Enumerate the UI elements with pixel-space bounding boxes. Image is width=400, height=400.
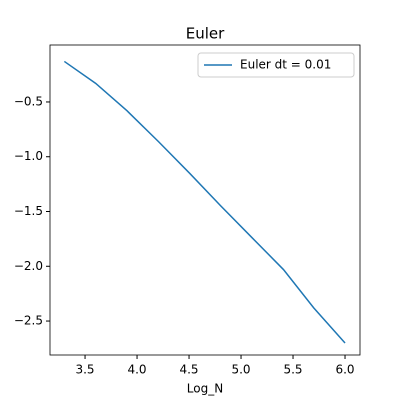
legend-box [197, 52, 355, 78]
x-tick-label: 6.0 [335, 363, 354, 377]
x-tick-label: 5.5 [283, 363, 302, 377]
x-tick-label: 4.0 [127, 363, 146, 377]
y-tick-label: −2.0 [14, 259, 43, 273]
y-tick-label: −2.5 [14, 314, 43, 328]
y-tick-label: −1.0 [14, 149, 43, 163]
y-tick-label: −0.5 [14, 94, 43, 108]
line-series [63, 60, 346, 344]
plot-frame [49, 44, 361, 356]
legend-label: Euler dt = 0.01 [240, 58, 331, 72]
x-tick-label: 3.5 [75, 363, 94, 377]
x-tick-label: 5.0 [231, 363, 250, 377]
x-tick-label: 4.5 [179, 363, 198, 377]
chart-title: Euler [186, 25, 225, 43]
x-axis-label: Log_N [187, 382, 223, 396]
y-tick-label: −1.5 [14, 204, 43, 218]
